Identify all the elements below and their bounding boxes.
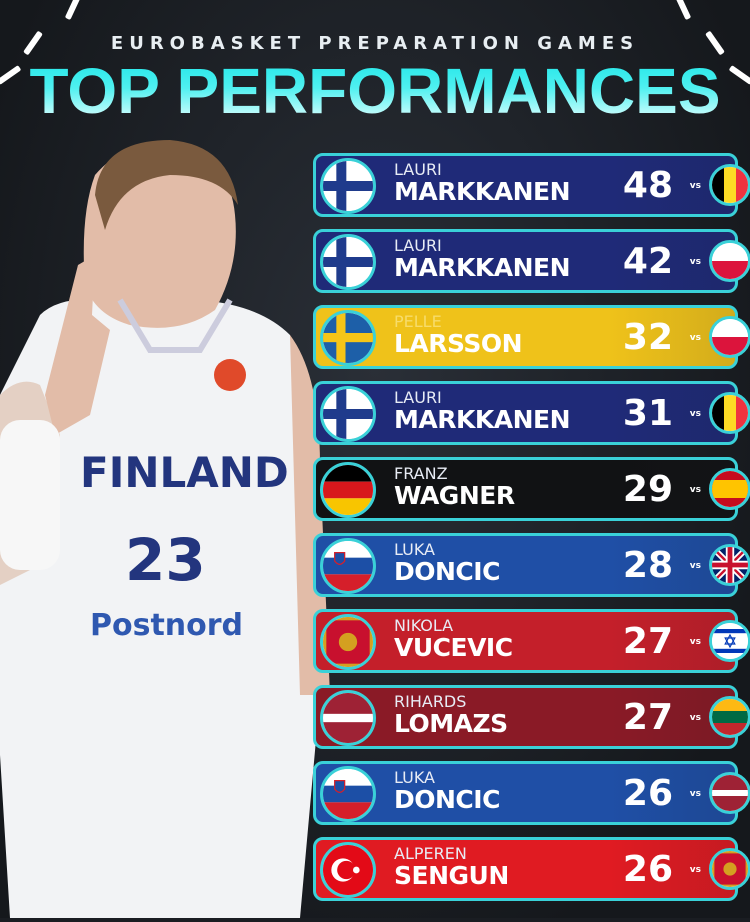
vs-label: vs [689, 713, 701, 723]
player-first-name: RIHARDS [394, 692, 467, 711]
poland-flag-icon [709, 240, 750, 282]
slovenia-flag-icon [320, 766, 376, 822]
slovenia-flag-icon [320, 538, 376, 594]
points: 42 [622, 241, 673, 282]
subtitle: EUROBASKET PREPARATION GAMES [110, 33, 640, 54]
player-first-name: FRANZ [394, 464, 448, 483]
montenegro-flag-icon [320, 614, 376, 670]
performance-row: FRANZ WAGNER 29 vs [313, 457, 750, 521]
finland-flag-icon [320, 158, 376, 214]
points: 27 [622, 621, 673, 662]
player-first-name: LUKA [394, 540, 435, 559]
jersey-number: 23 [125, 526, 206, 594]
player-first-name: PELLE [394, 312, 442, 331]
player-first-name: LAURI [394, 236, 442, 255]
player-last-name: DONCIC [394, 557, 500, 586]
points: 31 [622, 393, 673, 434]
player-last-name: MARKKANEN [394, 177, 571, 206]
points: 32 [622, 317, 673, 358]
points: 26 [622, 849, 673, 890]
latvia-flag-icon [709, 772, 750, 814]
performance-row: LAURI MARKKANEN 31 vs [313, 381, 750, 445]
vs-label: vs [689, 789, 701, 799]
points: 27 [622, 697, 673, 738]
germany-flag-icon [320, 462, 376, 518]
vs-label: vs [689, 485, 701, 495]
montenegro-flag-icon [709, 848, 750, 890]
player-last-name: WAGNER [394, 481, 515, 510]
page-title: TOP PERFORMANCES [0, 58, 750, 124]
points: 29 [622, 469, 673, 510]
spain-flag-icon [709, 468, 750, 510]
finland-flag-icon [320, 234, 376, 290]
vs-label: vs [689, 637, 701, 647]
player-first-name: ALPEREN [394, 844, 467, 863]
great-britain-flag-icon [709, 544, 750, 586]
belgium-flag-icon [709, 392, 750, 434]
israel-flag-icon [709, 620, 750, 662]
performance-row: LAURI MARKKANEN 42 vs [313, 229, 750, 293]
points: 26 [622, 773, 673, 814]
vs-label: vs [689, 257, 701, 267]
player-last-name: DONCIC [394, 785, 500, 814]
performance-row: RIHARDS LOMAZS 27 vs [313, 685, 750, 749]
player-first-name: LUKA [394, 768, 435, 787]
performance-row: LUKA DONCIC 28 vs [313, 533, 750, 597]
performance-row: LAURI MARKKANEN 48 vs [313, 153, 750, 217]
performance-row: NIKOLA VUCEVIC 27 vs [313, 609, 750, 673]
player-last-name: MARKKANEN [394, 405, 571, 434]
fiba-logo [214, 359, 246, 391]
performance-row: PELLE LARSSON 32 vs [313, 305, 750, 369]
player-last-name: MARKKANEN [394, 253, 571, 282]
player-first-name: LAURI [394, 388, 442, 407]
vs-label: vs [689, 333, 701, 343]
player-last-name: LOMAZS [394, 709, 508, 738]
player-first-name: NIKOLA [394, 616, 454, 635]
vs-label: vs [689, 409, 701, 419]
vs-label: vs [689, 561, 701, 571]
player-last-name: VUCEVIC [394, 633, 513, 662]
poland-flag-icon [709, 316, 750, 358]
player-photo: FINLAND 23 Postnord [0, 135, 330, 918]
lithuania-flag-icon [709, 696, 750, 738]
latvia-flag-icon [320, 690, 376, 746]
finland-flag-icon [320, 386, 376, 442]
points: 28 [622, 545, 673, 586]
belgium-flag-icon [709, 164, 750, 206]
vs-label: vs [689, 865, 701, 875]
turkey-flag-icon [320, 842, 376, 898]
player-last-name: LARSSON [394, 329, 523, 358]
jersey-team-text: FINLAND [80, 448, 289, 497]
player-first-name: LAURI [394, 160, 442, 179]
sweden-flag-icon [320, 310, 376, 366]
performance-list: LAURI MARKKANEN 48 vs LAURI MARKKANEN 42… [313, 153, 750, 913]
performance-row: ALPEREN SENGUN 26 vs [313, 837, 750, 901]
player-last-name: SENGUN [394, 861, 509, 890]
points: 48 [622, 165, 673, 206]
jersey-sponsor: Postnord [90, 608, 243, 643]
vs-label: vs [689, 181, 701, 191]
performance-row: LUKA DONCIC 26 vs [313, 761, 750, 825]
